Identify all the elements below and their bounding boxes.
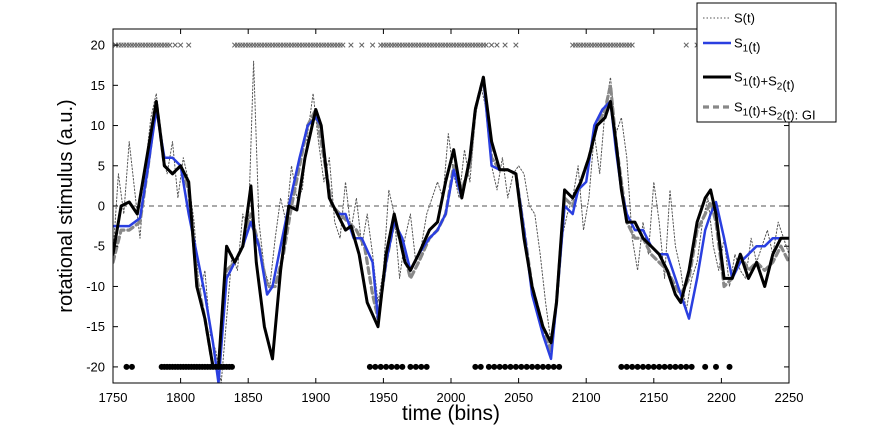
legend-label-2: S1(t)+S2(t) <box>734 70 795 93</box>
top-marker-20 <box>167 42 173 48</box>
bottom-marker-38 <box>418 363 425 370</box>
top-marker-109 <box>494 42 500 48</box>
top-marker-134 <box>629 42 635 48</box>
y-axis-label: rotational stimulus (a.u.) <box>55 99 77 312</box>
bottom-marker-67 <box>677 363 684 370</box>
bottom-marker-57 <box>623 363 630 370</box>
y-tick-label-8: 20 <box>91 38 105 53</box>
bottom-marker-41 <box>477 363 484 370</box>
bottom-marker-61 <box>645 363 652 370</box>
top-marker-108 <box>488 42 495 48</box>
bottom-marker-29 <box>366 363 373 370</box>
bottom-marker-70 <box>702 363 709 370</box>
legend-label-0: S(t) <box>734 11 755 26</box>
bottom-marker-32 <box>383 363 390 370</box>
legend-label-1: S1(t) <box>734 36 761 55</box>
bottom-marker-46 <box>507 363 514 370</box>
bottom-marker-43 <box>491 363 498 370</box>
bottom-marker-71 <box>712 363 719 370</box>
legend-label-3: S1(t)+S2(t): GI <box>734 100 816 123</box>
bottom-marker-65 <box>667 363 674 370</box>
x-tick-label-0: 1750 <box>99 390 128 405</box>
axes: 1750 1800 1850 1900 1950 2000 2050 2100 2150 2200… <box>86 28 804 405</box>
top-marker-65 <box>348 42 354 48</box>
bottom-marker-60 <box>639 363 646 370</box>
series-line-3 <box>113 75 789 369</box>
y-tick-label-3: -5 <box>93 239 105 254</box>
bottom-marker-69 <box>688 363 695 370</box>
top-marker-66 <box>359 42 365 48</box>
bottom-marker-62 <box>650 363 657 370</box>
top-marker-110 <box>502 42 508 48</box>
bottom-marker-58 <box>629 363 636 370</box>
bottom-marker-33 <box>388 363 395 370</box>
x-tick-label-5: 2000 <box>437 390 466 405</box>
bottom-marker-49 <box>523 363 530 370</box>
y-tick-label-7: 15 <box>91 78 105 93</box>
bottom-marker-39 <box>423 363 430 370</box>
y-tick-label-5: 5 <box>98 158 105 173</box>
bottom-marker-52 <box>539 363 546 370</box>
x-tick-label-2: 1850 <box>234 390 263 405</box>
top-marker-67 <box>369 42 376 48</box>
y-tick-label-4: 0 <box>98 199 105 214</box>
x-tick-label-7: 2100 <box>572 390 601 405</box>
top-marker-111 <box>513 42 519 48</box>
x-tick-label-10: 2250 <box>775 390 804 405</box>
bottom-marker-37 <box>412 363 419 370</box>
bottom-marker-28 <box>228 363 235 370</box>
bottom-marker-63 <box>656 363 663 370</box>
bottom-marker-56 <box>618 363 625 370</box>
bottom-marker-35 <box>399 363 406 370</box>
bottom-marker-50 <box>529 363 536 370</box>
x-tick-label-4: 1950 <box>369 390 398 405</box>
bottom-marker-36 <box>407 363 414 370</box>
bottom-marker-72 <box>726 363 733 370</box>
bottom-marker-55 <box>556 363 563 370</box>
bottom-marker-51 <box>534 363 541 370</box>
bottom-marker-44 <box>496 363 503 370</box>
bottom-marker-40 <box>472 363 479 370</box>
series-line-0 <box>113 60 789 383</box>
x-tick-label-9: 2200 <box>707 390 736 405</box>
bottom-marker-64 <box>661 363 668 370</box>
bottom-marker-45 <box>502 363 509 370</box>
bottom-marker-34 <box>393 363 400 370</box>
bottom-marker-53 <box>545 363 552 370</box>
y-tick-label-6: 10 <box>91 118 105 133</box>
bottom-marker-47 <box>512 363 519 370</box>
bottom-marker-31 <box>377 363 384 370</box>
top-marker-107 <box>483 42 489 48</box>
top-marker-22 <box>177 42 184 48</box>
bottom-marker-1 <box>128 363 135 370</box>
legend-box <box>696 2 837 123</box>
top-marker-21 <box>172 42 178 48</box>
x-tick-label-1: 1800 <box>166 390 195 405</box>
x-tick-label-3: 1900 <box>301 390 330 405</box>
bottom-marker-68 <box>683 363 690 370</box>
bottom-marker-42 <box>485 363 492 370</box>
x-axis-label: time (bins) <box>402 402 500 425</box>
x-tick-label-6: 2050 <box>504 390 533 405</box>
plot-area <box>113 42 789 383</box>
top-marker-23 <box>186 42 192 48</box>
bottom-marker-66 <box>672 363 679 370</box>
series-line-1 <box>113 76 789 383</box>
series-line-2 <box>113 75 789 369</box>
legend: S(t) S1(t) S1(t)+S2(t) S1(t)+S2(t): GI <box>696 2 837 123</box>
bottom-marker-54 <box>550 363 557 370</box>
y-tick-label-1: -15 <box>86 319 105 334</box>
top-marker-64 <box>340 42 346 48</box>
bottom-marker-59 <box>634 363 641 370</box>
x-tick-label-8: 2150 <box>639 390 668 405</box>
top-marker-135 <box>683 42 689 48</box>
plot-content <box>113 42 789 383</box>
bottom-marker-30 <box>372 363 379 370</box>
y-tick-label-2: -10 <box>86 279 105 294</box>
bottom-marker-48 <box>518 363 525 370</box>
bottom-marker-0 <box>123 363 130 370</box>
y-tick-label-0: -20 <box>86 359 105 374</box>
